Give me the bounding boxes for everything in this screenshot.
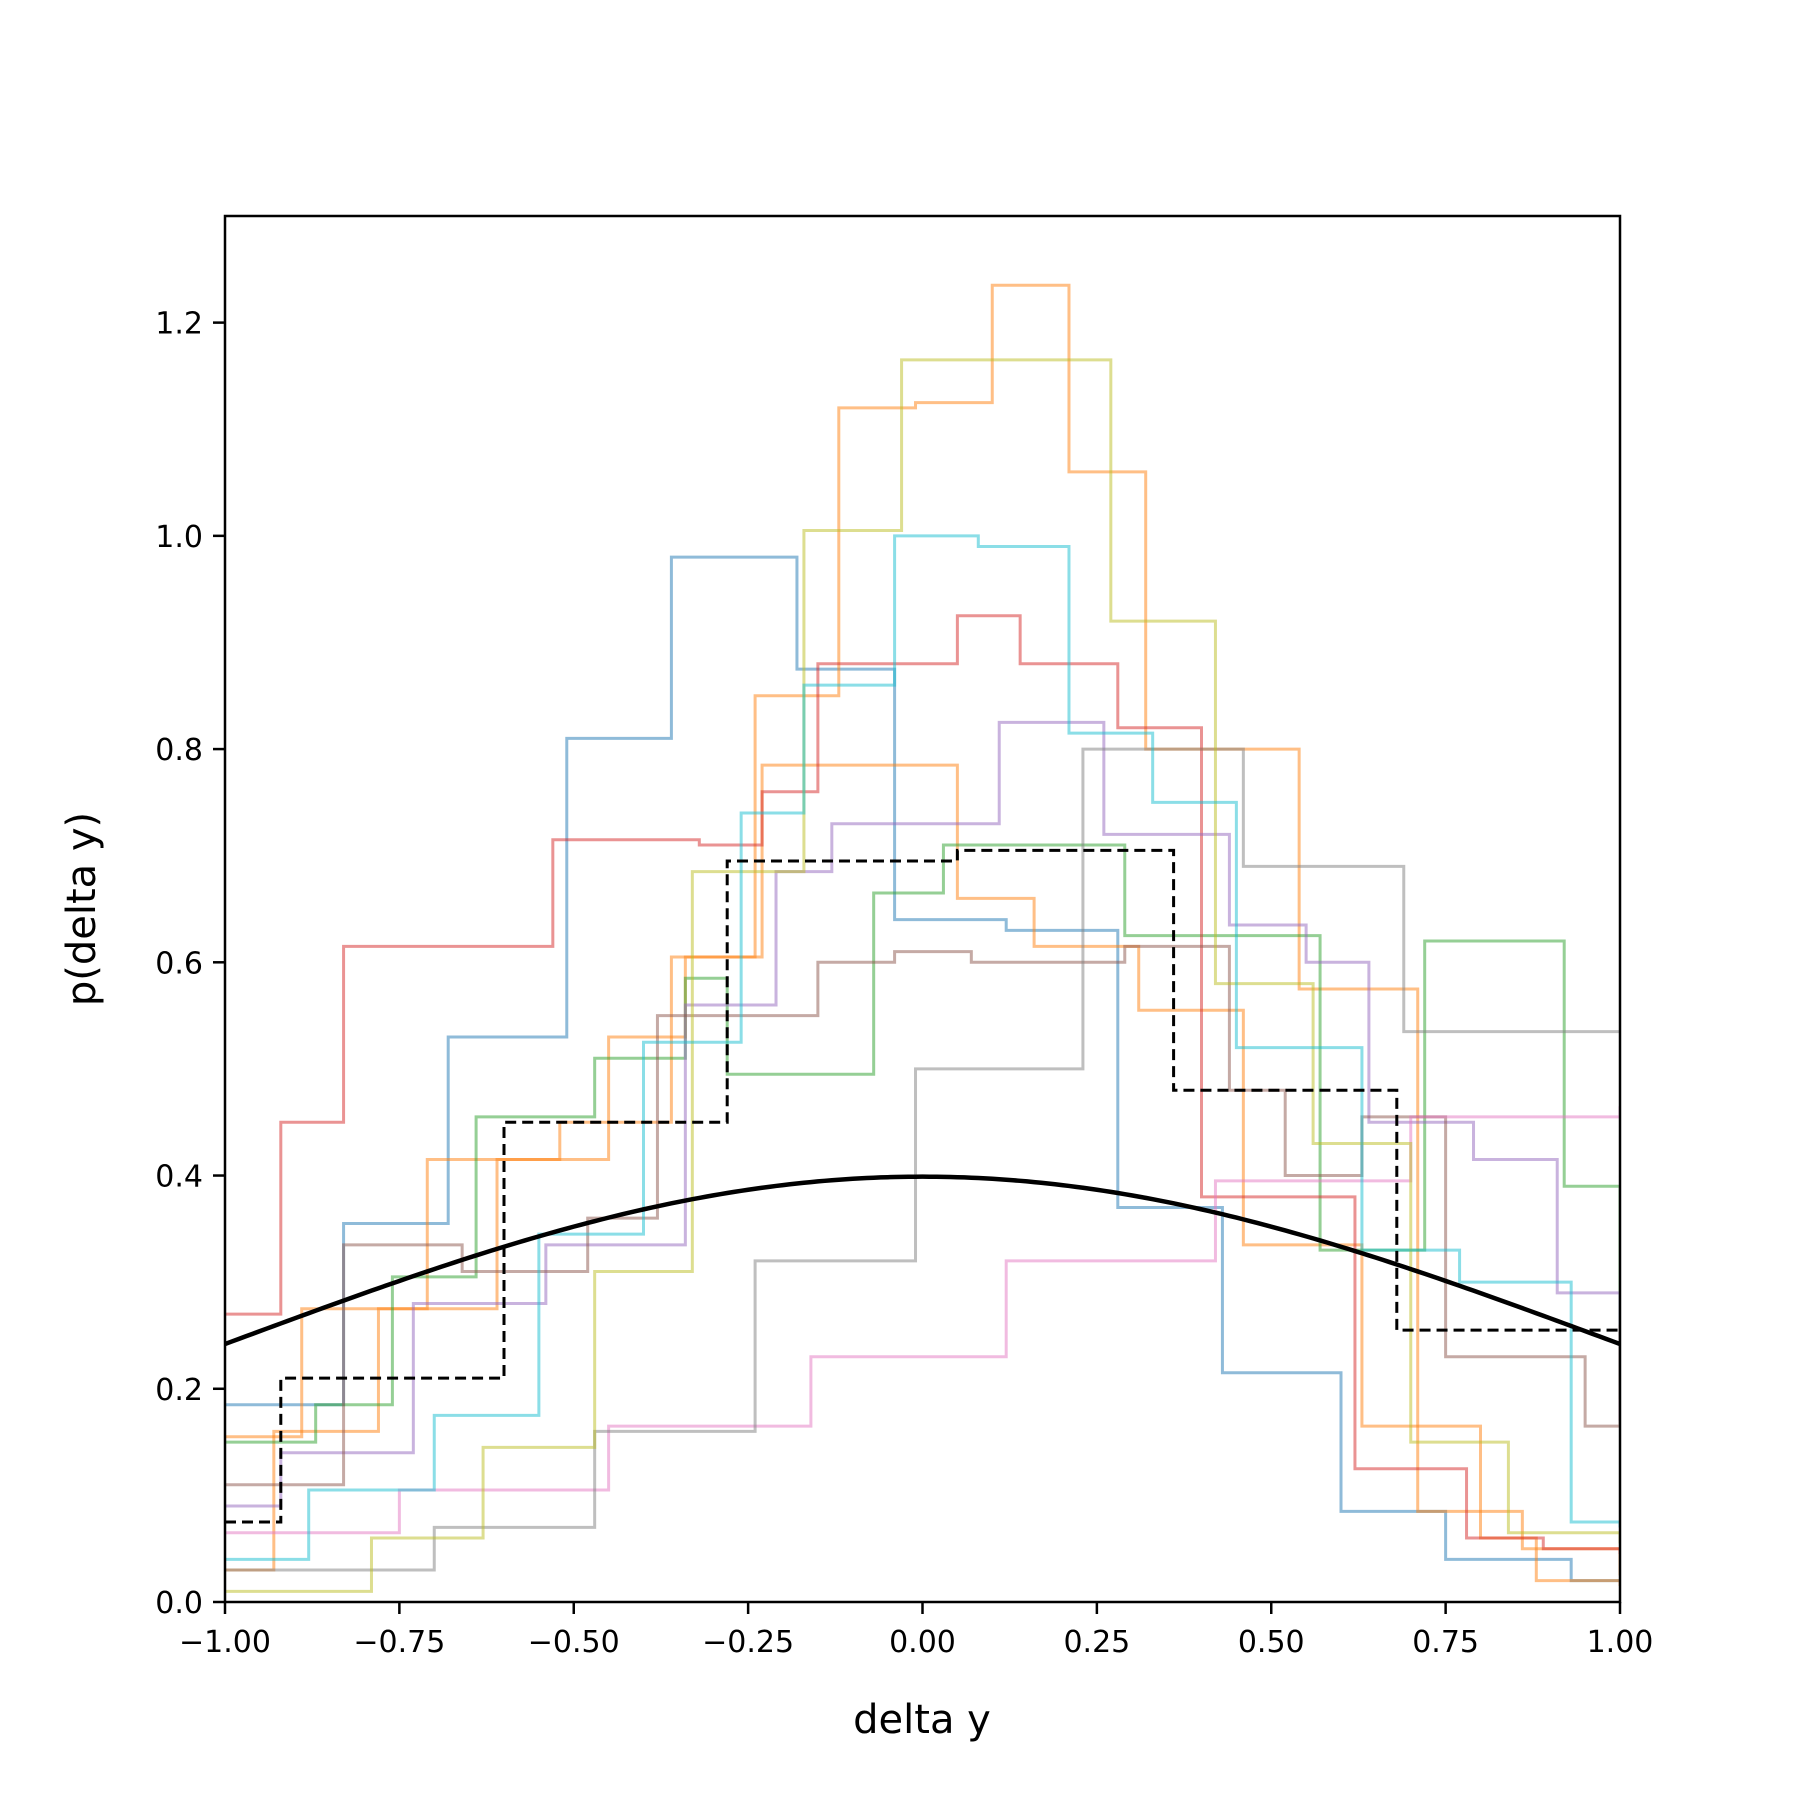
x-tick-label: 0.50 (1238, 1625, 1305, 1660)
histogram-series-5 (225, 720, 1620, 1508)
x-tick-label: 0.75 (1412, 1625, 1479, 1660)
x-axis-label: delta y (853, 1697, 991, 1743)
x-tick-label: 0.25 (1063, 1625, 1130, 1660)
y-tick-label: 0.8 (155, 733, 203, 768)
y-tick-label: 0.4 (155, 1160, 203, 1195)
histogram-series-10 (225, 534, 1620, 1561)
x-tick-label: −0.25 (702, 1625, 794, 1660)
x-tick-label: −0.75 (353, 1625, 445, 1660)
y-tick-label: 1.2 (155, 307, 203, 342)
y-tick-label: 0.2 (155, 1373, 203, 1408)
x-tick-label: −0.50 (528, 1625, 620, 1660)
y-axis-label: p(delta y) (59, 812, 105, 1006)
y-tick-label: 1.0 (155, 520, 203, 555)
x-tick-label: 1.00 (1587, 1625, 1654, 1660)
y-tick-label: 0.6 (155, 946, 203, 981)
histogram-series-8 (225, 747, 1620, 1572)
series-layer (225, 283, 1620, 1593)
histogram-series-1 (225, 763, 1620, 1587)
histogram-series-4 (225, 614, 1620, 1555)
x-tick-label: 0.00 (889, 1625, 956, 1660)
mean-histogram-line (225, 848, 1620, 1524)
normal-curve (225, 1174, 1620, 1347)
histogram-series-9 (225, 358, 1620, 1593)
x-tick-label: −1.00 (179, 1625, 271, 1660)
histogram-series-3 (225, 843, 1620, 1444)
histogram-series-6 (225, 944, 1620, 1487)
histogram-series-7 (225, 1106, 1620, 1535)
ticks-layer: −1.00 −0.75 −0.50 −0.25 0.00 0.25 0.50 0.75 1.00… (155, 307, 1653, 1660)
y-tick-label: 0.0 (155, 1586, 203, 1621)
histogram-series-2 (225, 283, 1620, 1576)
